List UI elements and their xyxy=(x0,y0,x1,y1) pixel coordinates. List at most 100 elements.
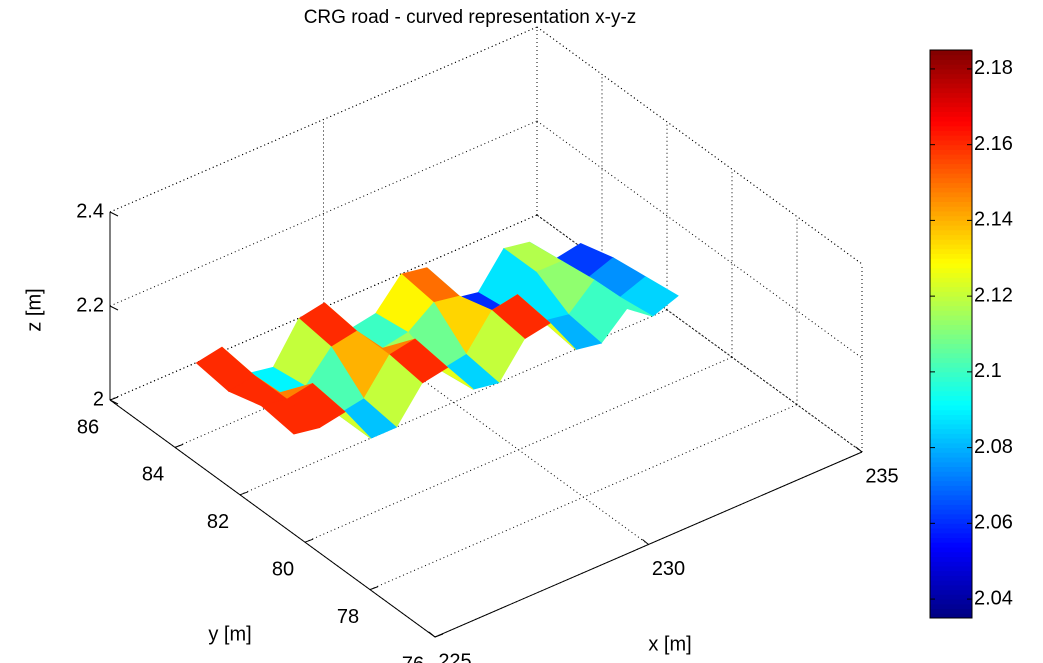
colorbar-swatch xyxy=(930,172,972,179)
colorbar-swatch xyxy=(930,333,972,340)
colorbar-swatch xyxy=(930,82,972,89)
y-tick xyxy=(304,538,314,543)
colorbar-swatch xyxy=(930,574,972,581)
colorbar-swatch xyxy=(930,532,972,539)
colorbar-swatch xyxy=(930,49,972,56)
colorbar-swatch xyxy=(930,376,972,382)
y-axis xyxy=(109,399,436,638)
colorbar-swatch xyxy=(930,475,972,482)
colorbar-swatch xyxy=(930,447,972,453)
colorbar-swatch xyxy=(930,470,972,477)
colorbar-swatch xyxy=(930,404,972,411)
colorbar-swatch xyxy=(930,144,972,150)
colorbar-swatch xyxy=(930,262,972,269)
colorbar-swatch xyxy=(930,167,972,174)
colorbar-swatch xyxy=(930,409,972,415)
colorbar-tick-label: 2.12 xyxy=(974,284,1013,306)
colorbar-swatch xyxy=(930,451,972,458)
colorbar-swatch xyxy=(930,101,972,108)
x-tick-label: 235 xyxy=(865,465,898,487)
colorbar-swatch xyxy=(930,361,972,368)
colorbar-swatch xyxy=(930,513,972,520)
colorbar-swatch xyxy=(930,527,972,534)
colorbar-swatch xyxy=(930,565,972,572)
z-tick-label: 2.4 xyxy=(76,200,104,222)
colorbar-swatch xyxy=(930,342,972,349)
colorbar-swatch xyxy=(930,461,972,468)
colorbar-swatch xyxy=(930,205,972,212)
x-axis-label: x [m] xyxy=(648,633,691,655)
z-tick xyxy=(109,305,119,311)
colorbar-swatch xyxy=(930,413,972,420)
colorbar-swatch xyxy=(930,480,972,486)
colorbar-swatch xyxy=(930,551,972,557)
colorbar-tick-label: 2.1 xyxy=(974,360,1002,382)
colorbar-swatch xyxy=(930,125,972,131)
colorbar-tick-label: 2.14 xyxy=(974,209,1013,231)
colorbar-swatch xyxy=(930,352,972,359)
colorbar-swatch xyxy=(930,593,972,600)
z-tick xyxy=(109,211,119,217)
colorbar-swatch xyxy=(930,466,972,472)
colorbar-swatch xyxy=(930,494,972,501)
colorbar-swatch xyxy=(930,338,972,344)
y-tick-label: 78 xyxy=(337,606,359,628)
colorbar-swatch xyxy=(930,437,972,444)
colorbar-swatch xyxy=(930,489,972,496)
x-tick-label: 225 xyxy=(438,650,471,663)
colorbar-tick-label: 2.06 xyxy=(974,512,1013,534)
colorbar-swatch xyxy=(930,300,972,307)
z-axis-label: z [m] xyxy=(23,288,45,331)
colorbar-swatch xyxy=(930,77,972,84)
colorbar-swatch xyxy=(930,499,972,505)
x-tick xyxy=(855,446,863,453)
colorbar-swatch xyxy=(930,182,972,188)
colorbar-swatch xyxy=(930,418,972,425)
grid-line xyxy=(109,120,538,307)
colorbar-swatch xyxy=(930,200,972,207)
colorbar-swatch xyxy=(930,153,972,160)
grid-line xyxy=(536,26,863,265)
colorbar-swatch xyxy=(930,347,972,354)
y-tick-label: 82 xyxy=(207,511,229,533)
colorbar-swatch xyxy=(930,96,972,103)
y-tick-label: 84 xyxy=(142,464,164,486)
colorbar-swatch xyxy=(930,54,972,60)
y-tick xyxy=(239,491,249,496)
colorbar-swatch xyxy=(930,371,972,378)
colorbar-swatch xyxy=(930,238,972,245)
colorbar-swatch xyxy=(930,248,972,255)
colorbar-swatch xyxy=(930,257,972,264)
colorbar-tick-label: 2.08 xyxy=(974,436,1013,458)
z-tick-label: 2 xyxy=(93,388,104,410)
colorbar-swatch xyxy=(930,518,972,524)
colorbar-swatch xyxy=(930,309,972,316)
z-tick-label: 2.2 xyxy=(76,294,104,316)
colorbar-swatch xyxy=(930,598,972,605)
colorbar-swatch xyxy=(930,210,972,217)
x-tick-label: 230 xyxy=(652,558,685,580)
colorbar-swatch xyxy=(930,234,972,240)
colorbar-swatch xyxy=(930,432,972,439)
colorbar-swatch xyxy=(930,92,972,98)
colorbar-swatch xyxy=(930,319,972,326)
colorbar-swatch xyxy=(930,177,972,184)
colorbar-swatch xyxy=(930,120,972,127)
colorbar-swatch xyxy=(930,395,972,401)
y-tick xyxy=(109,396,119,401)
colorbar-swatch xyxy=(930,541,972,548)
colorbar-swatch xyxy=(930,380,972,387)
colorbar-swatch xyxy=(930,163,972,169)
colorbar-swatch xyxy=(930,508,972,515)
grid-line xyxy=(109,26,538,213)
colorbar-tick-label: 2.18 xyxy=(974,57,1013,79)
colorbar-swatch xyxy=(930,390,972,397)
colorbar-swatch xyxy=(930,357,972,363)
colorbar-swatch xyxy=(930,267,972,273)
colorbar-swatch xyxy=(930,68,972,75)
colorbar-tick-label: 2.04 xyxy=(974,587,1013,609)
surface-cell xyxy=(260,398,321,435)
colorbar-swatch xyxy=(930,276,972,283)
colorbar-swatch xyxy=(930,399,972,406)
y-tick xyxy=(369,586,379,591)
